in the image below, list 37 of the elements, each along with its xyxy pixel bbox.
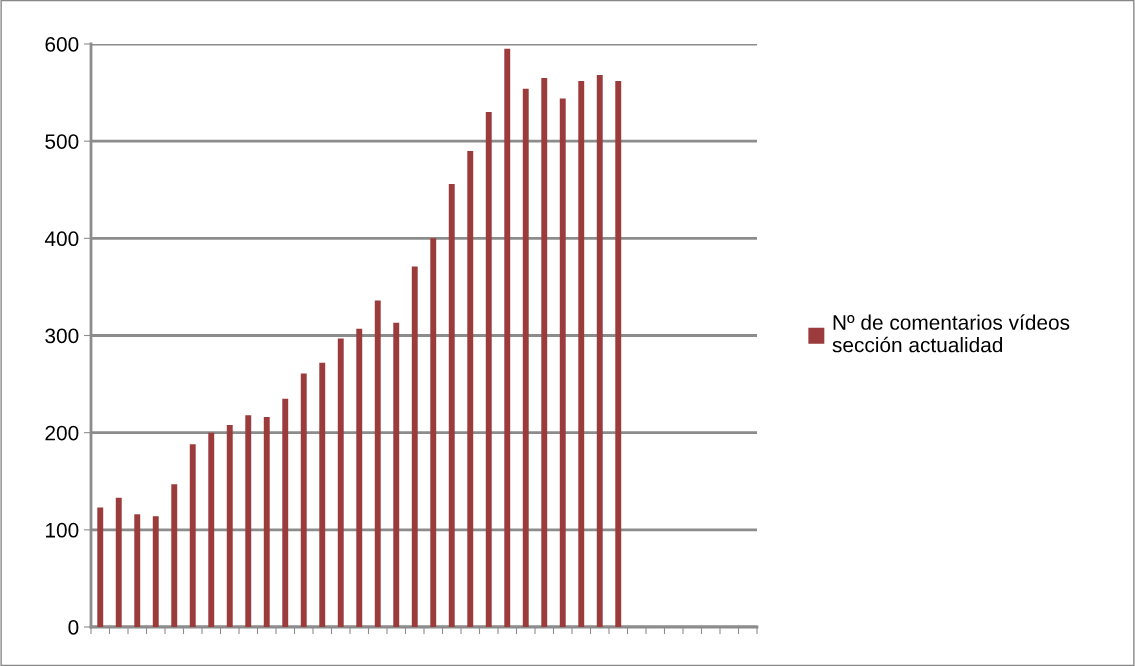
y-tick-label: 0 <box>68 620 79 635</box>
y-tick-label: 100 <box>46 522 79 538</box>
y-tick-label: 600 <box>45 37 79 52</box>
legend-label: Nº de comentarios vídeos sección actualidad <box>832 314 1070 353</box>
y-tick-label: 200 <box>45 425 79 441</box>
bar <box>356 328 363 627</box>
bar <box>319 362 326 627</box>
bar <box>245 415 252 627</box>
bar <box>134 514 141 627</box>
bar <box>596 75 603 627</box>
y-tick-label: 500 <box>45 134 79 149</box>
bar <box>189 444 196 627</box>
bar <box>411 266 418 627</box>
bar <box>374 300 381 627</box>
bar <box>559 98 566 627</box>
bar <box>208 432 215 627</box>
bar <box>97 507 104 627</box>
bar <box>448 183 455 627</box>
bar <box>578 80 585 627</box>
bar <box>300 373 307 627</box>
bar <box>263 417 270 627</box>
bar <box>393 322 400 627</box>
bar <box>504 48 511 627</box>
bar <box>282 398 289 627</box>
bar <box>152 516 159 627</box>
bar <box>226 424 233 627</box>
bar <box>467 150 474 627</box>
bar <box>615 80 622 627</box>
bar <box>541 78 548 627</box>
bar <box>171 484 178 627</box>
y-tick-label: 400 <box>44 231 79 247</box>
y-tick-label: 300 <box>45 328 79 344</box>
bar <box>430 238 437 627</box>
bar <box>115 497 122 627</box>
bar <box>485 112 492 627</box>
bar <box>522 88 529 627</box>
bar <box>337 338 344 627</box>
